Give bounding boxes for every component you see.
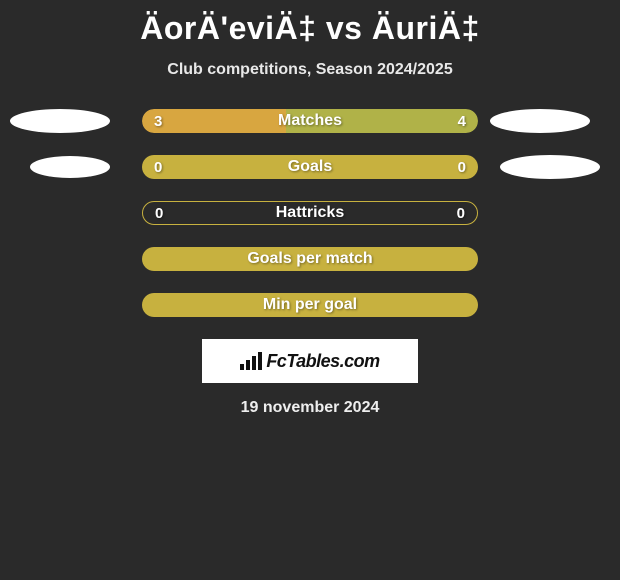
stat-label: Goals — [142, 158, 478, 176]
stat-row: Hattricks0 0 — [0, 201, 620, 225]
stat-bar: Goals0 0 — [142, 155, 478, 179]
page-title: ÄorÄ'eviÄ‡ vs ÄuriÄ‡ — [0, 0, 620, 47]
logo-box: FcTables.com — [202, 339, 418, 383]
stat-value-left: 0 — [155, 205, 163, 222]
stat-row: Matches3 4 — [0, 109, 620, 133]
stat-label: Min per goal — [142, 296, 478, 314]
player-ellipse — [490, 109, 590, 133]
stat-rows: Matches34Goals00Hattricks00Goals per mat… — [0, 109, 620, 317]
stat-value-right: 4 — [458, 113, 466, 130]
player-ellipse — [10, 109, 110, 133]
stat-value-right: 0 — [458, 159, 466, 176]
stat-value-left: 0 — [154, 159, 162, 176]
stat-bar: Goals per match — [142, 247, 478, 271]
stat-row: Goals0 0 — [0, 155, 620, 179]
logo-bars-icon — [240, 352, 262, 370]
subtitle: Club competitions, Season 2024/2025 — [0, 61, 620, 79]
date-text: 19 november 2024 — [0, 399, 620, 417]
player-ellipse — [30, 156, 110, 178]
stat-bar: Matches3 4 — [142, 109, 478, 133]
stat-label: Goals per match — [142, 250, 478, 268]
stat-bar: Min per goal — [142, 293, 478, 317]
stat-value-left: 3 — [154, 113, 162, 130]
stat-bar: Hattricks0 0 — [142, 201, 478, 225]
stat-label: Hattricks — [143, 204, 477, 222]
stat-row: Goals per match — [0, 247, 620, 271]
logo-text: FcTables.com — [266, 351, 379, 372]
stat-row: Min per goal — [0, 293, 620, 317]
player-ellipse — [500, 155, 600, 179]
stat-value-right: 0 — [457, 205, 465, 222]
stat-label: Matches — [142, 112, 478, 130]
